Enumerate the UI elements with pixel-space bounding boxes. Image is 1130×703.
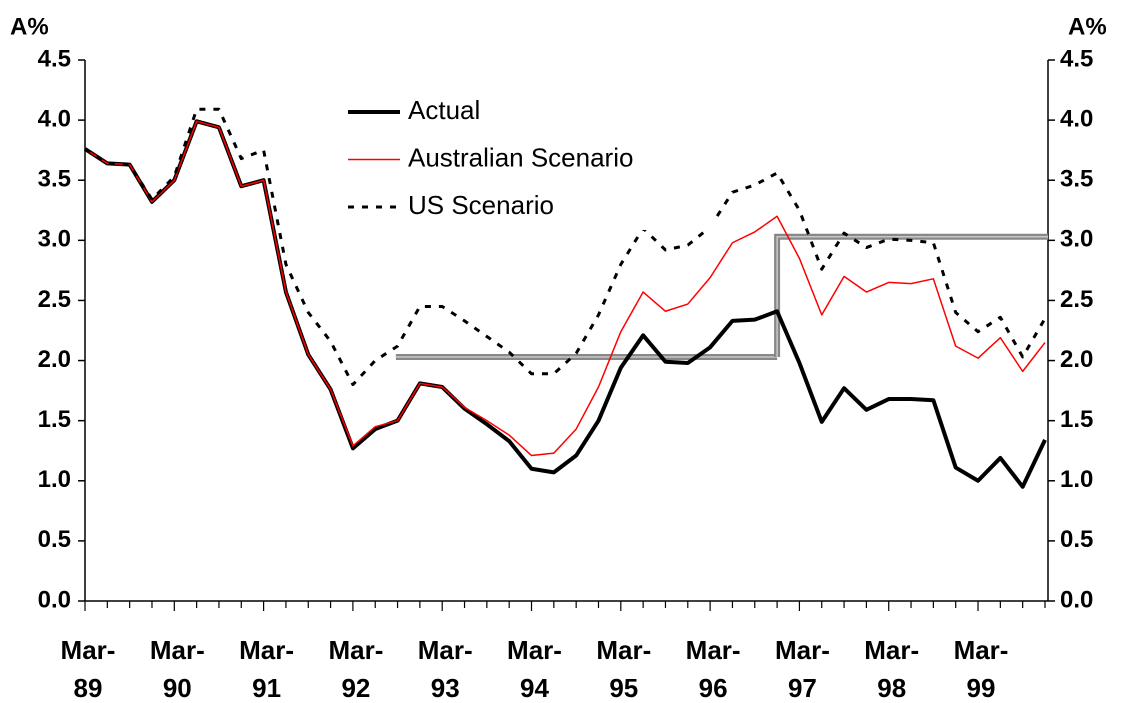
x-tick-label: Mar-94 bbox=[507, 635, 562, 703]
y-tick-label: 1.5 bbox=[38, 406, 71, 433]
x-tick-label: Mar-96 bbox=[685, 635, 741, 703]
series-line bbox=[84, 120, 1046, 457]
y2-tick-label: 3.5 bbox=[1060, 166, 1093, 193]
y2-tick-label: 4.0 bbox=[1060, 105, 1093, 132]
y-tick-label: 0.5 bbox=[38, 526, 71, 553]
legend-label: Australian Scenario bbox=[408, 142, 633, 172]
y-tick-label: 1.0 bbox=[38, 466, 71, 493]
x-tick-label: Mar-92 bbox=[328, 635, 384, 703]
y-tick-label: 0.0 bbox=[38, 586, 71, 613]
x-tick-label: Mar-95 bbox=[596, 635, 652, 703]
x-tick-label: Mar-89 bbox=[60, 635, 116, 703]
y2-tick-label: 4.5 bbox=[1060, 45, 1093, 72]
x-tick-label: Mar-97 bbox=[774, 635, 830, 703]
y-tick-label: 4.0 bbox=[38, 105, 71, 132]
x-tick-label: Mar-99 bbox=[953, 635, 1009, 703]
reference-line-inner bbox=[776, 235, 1048, 357]
y2-tick-label: 1.5 bbox=[1060, 406, 1093, 433]
legend-label: Actual bbox=[408, 95, 480, 125]
y-tick-label: 2.5 bbox=[38, 286, 71, 313]
y-axis-label: A% bbox=[10, 13, 49, 40]
y-tick-label: 3.5 bbox=[38, 166, 71, 193]
y2-tick-label: 3.0 bbox=[1060, 226, 1093, 253]
y-tick-label: 3.0 bbox=[38, 226, 71, 253]
y2-tick-label: 1.0 bbox=[1060, 466, 1093, 493]
x-tick-label: Mar-90 bbox=[149, 635, 205, 703]
x-tick-label: Mar-98 bbox=[864, 635, 920, 703]
x-tick-label: Mar-93 bbox=[417, 635, 473, 703]
y-tick-label: 2.0 bbox=[38, 346, 71, 373]
y2-axis-label: A% bbox=[1068, 13, 1107, 40]
y-tick-label: 4.5 bbox=[38, 45, 71, 72]
y2-tick-label: 2.0 bbox=[1060, 346, 1093, 373]
y2-tick-label: 0.0 bbox=[1060, 586, 1093, 613]
x-tick-label: Mar-91 bbox=[239, 635, 295, 703]
y2-tick-label: 2.5 bbox=[1060, 286, 1093, 313]
legend-label: US Scenario bbox=[408, 190, 554, 220]
y2-tick-label: 0.5 bbox=[1060, 526, 1093, 553]
